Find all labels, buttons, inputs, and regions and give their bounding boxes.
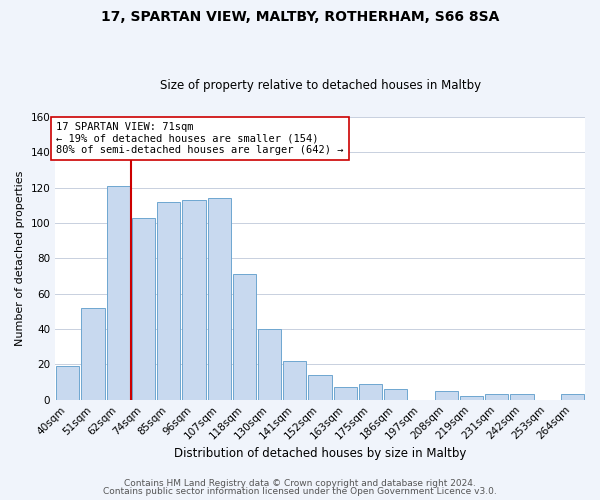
Bar [157,202,181,400]
Bar [132,218,155,400]
Bar [359,384,382,400]
Bar [107,186,130,400]
Bar [233,274,256,400]
Text: Contains public sector information licensed under the Open Government Licence v3: Contains public sector information licen… [103,487,497,496]
Text: Contains HM Land Registry data © Crown copyright and database right 2024.: Contains HM Land Registry data © Crown c… [124,478,476,488]
Bar [384,389,407,400]
Bar [182,200,206,400]
Y-axis label: Number of detached properties: Number of detached properties [15,170,25,346]
Text: 17 SPARTAN VIEW: 71sqm
← 19% of detached houses are smaller (154)
80% of semi-de: 17 SPARTAN VIEW: 71sqm ← 19% of detached… [56,122,344,156]
Title: Size of property relative to detached houses in Maltby: Size of property relative to detached ho… [160,79,481,92]
Text: 17, SPARTAN VIEW, MALTBY, ROTHERHAM, S66 8SA: 17, SPARTAN VIEW, MALTBY, ROTHERHAM, S66… [101,10,499,24]
Bar [485,394,508,400]
Bar [434,391,458,400]
Bar [561,394,584,400]
Bar [208,198,231,400]
Bar [334,388,357,400]
Bar [511,394,533,400]
Bar [460,396,483,400]
Bar [258,329,281,400]
Bar [82,308,104,400]
Bar [283,361,307,400]
X-axis label: Distribution of detached houses by size in Maltby: Distribution of detached houses by size … [174,447,466,460]
Bar [56,366,79,400]
Bar [308,375,332,400]
